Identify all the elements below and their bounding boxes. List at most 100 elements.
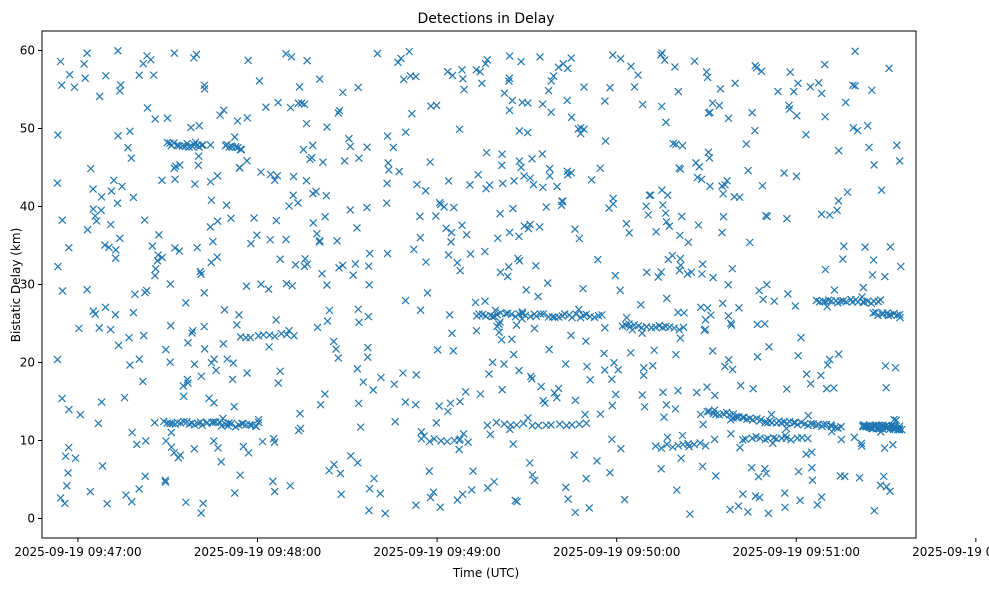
detection-point bbox=[370, 474, 379, 483]
detection-point bbox=[662, 440, 671, 449]
detection-point bbox=[705, 182, 714, 191]
detection-point bbox=[557, 201, 566, 210]
detection-point bbox=[869, 256, 878, 264]
detection-point bbox=[384, 158, 393, 167]
detection-point bbox=[166, 358, 175, 367]
detection-point bbox=[626, 323, 634, 331]
detection-point bbox=[593, 255, 602, 264]
detection-point bbox=[691, 158, 700, 167]
detection-point bbox=[308, 141, 317, 150]
detection-point bbox=[676, 261, 685, 270]
detection-point bbox=[886, 242, 895, 251]
detection-point bbox=[443, 67, 452, 76]
detection-point bbox=[509, 204, 517, 213]
detection-point bbox=[876, 481, 885, 490]
detection-point bbox=[456, 266, 465, 275]
detection-point bbox=[701, 441, 710, 450]
detection-point bbox=[477, 79, 486, 88]
detection-point bbox=[498, 385, 507, 394]
detection-point bbox=[127, 154, 136, 163]
detection-point bbox=[600, 97, 609, 105]
detection-point bbox=[703, 407, 712, 416]
detection-point bbox=[64, 243, 73, 252]
detection-point bbox=[587, 175, 596, 184]
detection-point bbox=[426, 493, 435, 502]
detection-point bbox=[817, 210, 826, 219]
detection-point bbox=[701, 325, 710, 334]
detection-point bbox=[571, 508, 580, 517]
detection-point bbox=[244, 56, 253, 65]
detection-point bbox=[482, 148, 491, 157]
detection-point bbox=[568, 421, 576, 429]
detection-point bbox=[727, 321, 736, 329]
detection-point bbox=[509, 350, 518, 359]
detection-point bbox=[349, 271, 358, 280]
detection-point bbox=[266, 235, 275, 244]
detection-point bbox=[837, 422, 846, 431]
detection-point bbox=[245, 420, 254, 429]
detection-point bbox=[446, 399, 455, 408]
detection-point bbox=[496, 268, 505, 277]
detection-point bbox=[401, 398, 410, 407]
detection-point bbox=[638, 100, 647, 109]
detection-point bbox=[885, 64, 893, 73]
detection-point bbox=[433, 345, 442, 354]
detection-point bbox=[650, 346, 659, 355]
detection-point bbox=[622, 219, 631, 228]
detection-point bbox=[334, 354, 343, 362]
detection-point bbox=[716, 84, 725, 93]
detection-point bbox=[163, 114, 172, 123]
detection-point bbox=[230, 402, 239, 411]
detection-point bbox=[53, 131, 62, 139]
detection-point bbox=[198, 141, 207, 149]
detection-point bbox=[495, 328, 504, 337]
detection-point bbox=[762, 280, 771, 289]
detection-point bbox=[644, 210, 653, 219]
detection-point bbox=[423, 289, 432, 297]
detection-point bbox=[547, 108, 556, 117]
detection-point bbox=[622, 313, 631, 322]
detection-point bbox=[200, 345, 209, 353]
detection-point bbox=[668, 251, 677, 260]
detection-point bbox=[365, 280, 374, 289]
detection-point bbox=[728, 264, 737, 273]
detection-point bbox=[71, 454, 80, 463]
detection-point bbox=[255, 76, 264, 85]
detection-point bbox=[171, 175, 179, 184]
detection-point bbox=[381, 509, 390, 518]
detection-point bbox=[483, 483, 492, 492]
detection-point bbox=[892, 416, 901, 425]
x-axis-label: Time (UTC) bbox=[452, 566, 519, 580]
detection-point bbox=[782, 214, 791, 223]
detection-point bbox=[561, 483, 570, 492]
detection-point bbox=[158, 253, 167, 262]
detection-point bbox=[745, 238, 754, 247]
detection-point bbox=[897, 425, 906, 434]
detection-point bbox=[735, 193, 744, 202]
detection-point bbox=[530, 476, 539, 485]
detection-point bbox=[822, 384, 831, 393]
detection-point bbox=[735, 303, 743, 312]
detection-point bbox=[198, 421, 207, 430]
detection-point bbox=[488, 358, 497, 367]
detection-point bbox=[61, 452, 70, 461]
detection-point bbox=[609, 199, 618, 208]
detection-point bbox=[692, 388, 701, 397]
detection-point bbox=[596, 164, 605, 173]
detection-point bbox=[895, 310, 904, 319]
detection-point bbox=[394, 58, 402, 67]
detection-point bbox=[837, 435, 846, 444]
detection-point bbox=[399, 75, 408, 84]
detection-point bbox=[91, 310, 100, 319]
detection-point bbox=[853, 126, 862, 135]
detection-point bbox=[390, 380, 399, 389]
detection-point bbox=[338, 261, 347, 270]
detection-point bbox=[543, 279, 552, 287]
detection-point bbox=[780, 169, 789, 177]
detection-point bbox=[548, 312, 557, 321]
detection-point bbox=[313, 229, 321, 238]
detection-point bbox=[323, 123, 331, 131]
detection-point bbox=[485, 369, 493, 378]
detection-point bbox=[515, 157, 524, 165]
detection-point bbox=[332, 345, 340, 354]
